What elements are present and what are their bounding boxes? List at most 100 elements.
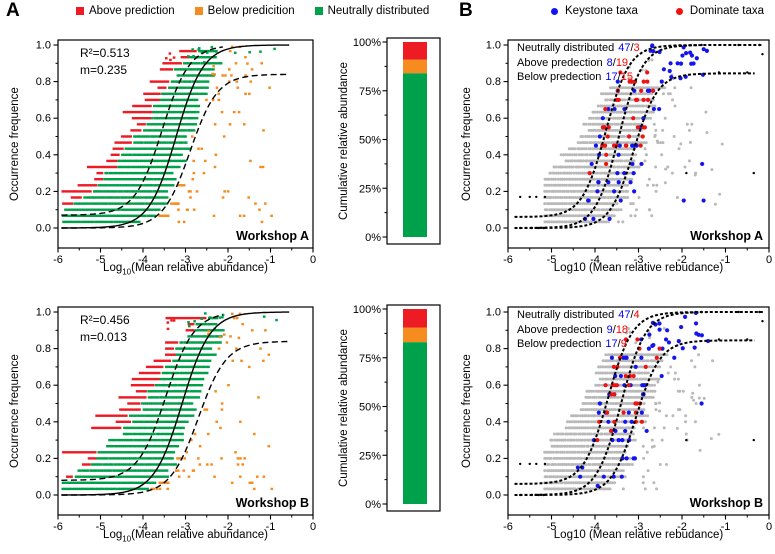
legend-label: Dominate taxa: [689, 5, 765, 17]
tick-label: -2: [223, 521, 233, 533]
count-line-below: Below predection 17/9: [517, 337, 640, 352]
points-dominate-taxa: [595, 337, 662, 443]
y-axis-label-bar1: Cumulative relative abundance: [338, 62, 350, 220]
fit-curve: [514, 44, 699, 229]
x-axis-label-a2: Log10(Mean relative abundance): [58, 529, 313, 543]
model-curves: [61, 44, 290, 229]
tick-label: 0.4: [36, 149, 51, 161]
xlabel-sub: 10: [122, 534, 132, 544]
keystone-dot-icon: [551, 7, 558, 15]
tick-label: 0%: [365, 232, 381, 244]
tick-label: 0.6: [486, 380, 501, 392]
stacked-bar: [403, 309, 427, 504]
bar-segment-neutrally-distributed: [403, 73, 427, 237]
tick-label: 0.4: [486, 149, 501, 161]
points-below-prediction: [158, 45, 273, 224]
y-axis-label-bar2: Cumulative relative abundance: [338, 329, 350, 487]
tick-label: 1.0: [486, 307, 501, 319]
xlabel-pre: Log: [103, 529, 123, 541]
points-neutral: [61, 312, 278, 491]
points-above-prediction: [62, 316, 207, 478]
tick-label: 50%: [359, 135, 381, 147]
r-squared-value: R²=0.513: [80, 46, 130, 60]
lower-ci-curve: [61, 73, 290, 229]
tick-label: -5: [547, 254, 557, 266]
upper-ci-curve: [61, 314, 224, 481]
tick-label: 0: [310, 521, 316, 533]
count-separator: /: [630, 309, 634, 321]
tick-label: -3: [181, 521, 191, 533]
migration-rate-value: m=0.013: [80, 330, 128, 344]
legend-label: Keystone taxa: [565, 5, 638, 17]
tick-label: -6: [503, 521, 513, 533]
keystone-count: 8: [606, 56, 613, 69]
tick-label: 50%: [359, 402, 381, 414]
above-prediction-swatch-icon: [76, 7, 84, 15]
tick-label: 0.4: [486, 416, 501, 428]
x-axis-label-a1: Log10(Mean relative abundance): [58, 262, 313, 276]
count-label: Below predection: [517, 71, 602, 83]
keystone-count: 9: [606, 323, 613, 336]
count-separator: /: [612, 56, 616, 69]
taxa-counts-workshop-b: Neutrally distributed 47/4 Above predecti…: [517, 308, 640, 352]
migration-rate-value: m=0.235: [80, 63, 128, 77]
x-axis-label-b1: Log10 (Mean relative rebudance): [553, 262, 724, 274]
model-curves: [61, 311, 290, 496]
dominate-dot-icon: [675, 7, 683, 15]
xlabel-sub: 10: [122, 267, 132, 277]
tick-label: 1.0: [486, 40, 501, 52]
tick-label: 0: [766, 254, 772, 266]
tick-label: -5: [96, 254, 106, 266]
xlabel-post: (Mean relative abundance): [131, 262, 268, 274]
legend-label: Above prediction: [89, 5, 175, 17]
tick-label: -4: [590, 521, 600, 533]
y-axis-label-b1: Occurrence frequence: [461, 87, 473, 201]
tick-label: -1: [721, 521, 731, 533]
bar-segment-neutrally-distributed: [403, 342, 427, 504]
tick-label: -2: [223, 254, 233, 266]
tick-label: 0.8: [36, 76, 51, 88]
tick-label: 0.8: [486, 343, 501, 355]
tick-label: -2: [677, 254, 687, 266]
neutral-swatch-icon: [314, 7, 323, 15]
tick-label: -3: [634, 521, 644, 533]
plot-frame: [386, 37, 441, 245]
model-curves: [514, 44, 764, 229]
legend-label: Neutrally distributed: [327, 5, 430, 17]
count-line-above: Above predection 8/19: [517, 56, 640, 71]
below-prediction-swatch-icon: [194, 7, 203, 15]
tick-label: -3: [634, 254, 644, 266]
count-label: Above predection: [517, 56, 603, 69]
tick-label: 0: [310, 254, 316, 266]
legend-panel-b: Keystone taxa Dominate taxa: [551, 5, 764, 17]
lower-ci-curve: [61, 340, 290, 496]
panel-a-label: A: [6, 0, 20, 21]
xlabel-pre: Log: [103, 262, 123, 274]
tick-label: -1: [266, 521, 276, 533]
count-line-neutral: Neutrally distributed 47/4: [517, 308, 640, 323]
tick-label: 0.0: [486, 490, 501, 502]
tick-label: 1.0: [36, 40, 51, 52]
upper-ci-curve: [514, 44, 764, 218]
count-separator: /: [617, 71, 621, 83]
r-squared-value: R²=0.456: [80, 313, 130, 327]
tick-label: -3: [181, 254, 191, 266]
tick-label: -6: [503, 254, 513, 266]
xlabel-post: (Mean relative abundance): [131, 529, 268, 541]
count-label: Neutrally distributed: [517, 309, 615, 321]
count-line-above: Above predection 9/18: [517, 323, 640, 338]
fit-curve: [514, 311, 700, 496]
count-separator: /: [630, 42, 634, 54]
tick-label: -4: [590, 254, 600, 266]
tick-label: 100%: [353, 304, 381, 316]
tick-label: -6: [53, 521, 63, 533]
fit-stats-workshop-a: R²=0.513 m=0.235: [80, 45, 130, 79]
y-axis-label-a2: Occurrence frequence: [9, 354, 21, 468]
bar-segment-above-prediction: [403, 42, 427, 60]
tick-label: 0.8: [36, 343, 51, 355]
legend-item-dominate: Dominate taxa: [675, 5, 765, 17]
lower-ci-curve: [514, 72, 755, 229]
dominate-count: 4: [633, 309, 640, 321]
chart-b2: -6 -5 -4 -3 -2 -1 0 0.0 0.2 0.4 0.6 0.8 1.0: [486, 306, 772, 533]
